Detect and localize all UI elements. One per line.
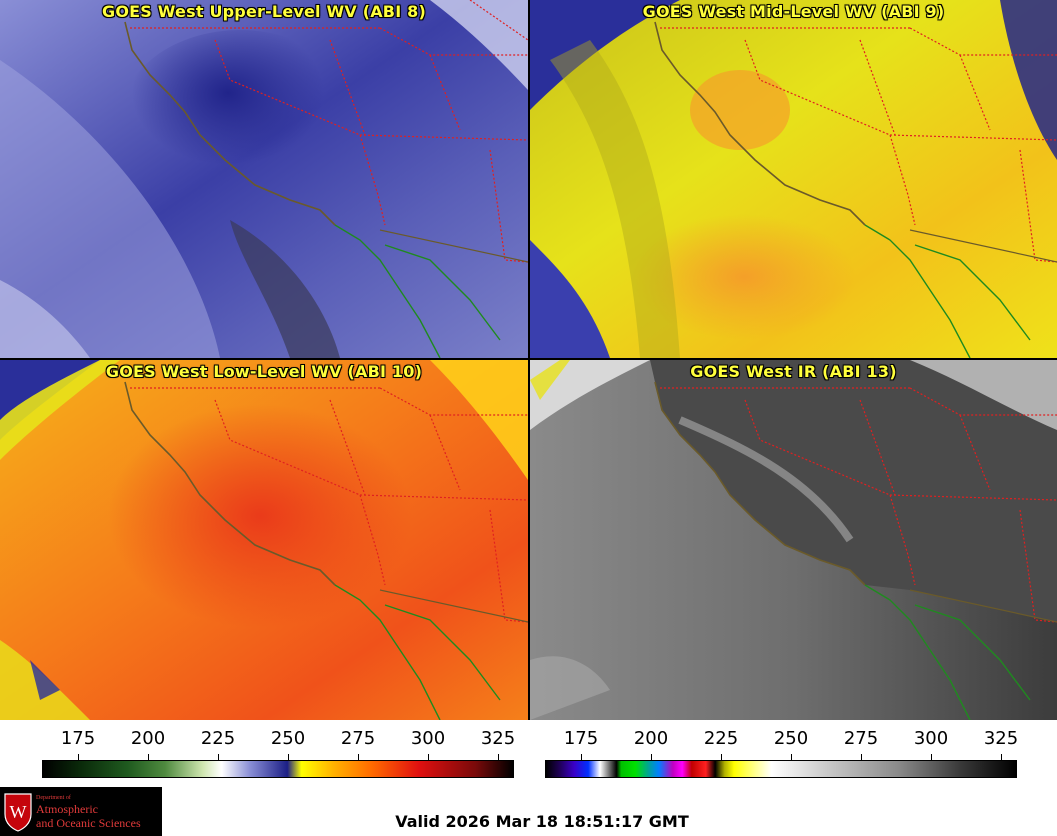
wv-tick-mark <box>218 754 219 760</box>
ir-tick-label: 275 <box>843 728 879 749</box>
wv-tick-label: 275 <box>340 728 376 749</box>
ir-tick-label: 225 <box>703 728 739 749</box>
low-wv-image <box>0 360 528 720</box>
wv-colorbar-ticks: 175 200 225 250 275 300 325 <box>42 728 516 760</box>
panel-divider-vertical <box>528 0 530 720</box>
panel-title: GOES West IR (ABI 13) <box>690 362 897 381</box>
ir-tick-mark <box>931 754 932 760</box>
ir-tick-label: 175 <box>563 728 599 749</box>
ir-colorbar <box>545 760 1017 778</box>
shield-letter: W <box>10 802 27 822</box>
ir-tick-mark <box>581 754 582 760</box>
wv-tick-mark <box>428 754 429 760</box>
panel-title: GOES West Upper-Level WV (ABI 8) <box>102 2 426 21</box>
wv-tick-label: 250 <box>270 728 306 749</box>
logo-text-oceanic: and Oceanic Sciences <box>36 816 141 830</box>
logo-text-atmospheric: Atmospheric <box>36 802 98 816</box>
ir-tick-mark <box>651 754 652 760</box>
ir-tick-label: 300 <box>913 728 949 749</box>
aos-logo: W Department of Atmospheric and Oceanic … <box>0 787 162 836</box>
ir-tick-label: 250 <box>773 728 809 749</box>
panel-ir: GOES West IR (ABI 13) <box>530 360 1057 720</box>
panel-low-level-wv: GOES West Low-Level WV (ABI 10) <box>0 360 528 720</box>
logo-text-department: Department of <box>36 795 71 801</box>
wv-colorbar <box>42 760 514 778</box>
wv-tick-label: 200 <box>130 728 166 749</box>
ir-tick-label: 200 <box>633 728 669 749</box>
wv-tick-mark <box>358 754 359 760</box>
ir-tick-mark <box>721 754 722 760</box>
wv-tick-mark <box>148 754 149 760</box>
ir-tick-mark <box>1001 754 1002 760</box>
panel-divider-horizontal <box>0 358 1057 360</box>
panel-title: GOES West Mid-Level WV (ABI 9) <box>642 2 945 21</box>
panel-mid-level-wv: GOES West Mid-Level WV (ABI 9) <box>530 0 1057 358</box>
panel-title: GOES West Low-Level WV (ABI 10) <box>105 362 423 381</box>
upper-wv-image <box>0 0 528 358</box>
wv-tick-label: 225 <box>200 728 236 749</box>
wv-tick-mark <box>498 754 499 760</box>
panel-upper-level-wv: GOES West Upper-Level WV (ABI 8) <box>0 0 528 358</box>
wv-tick-label: 300 <box>410 728 446 749</box>
ir-tick-mark <box>791 754 792 760</box>
ir-colorbar-ticks: 175 200 225 250 275 300 325 <box>545 728 1019 760</box>
uw-shield-icon: W <box>4 793 32 832</box>
wv-tick-label: 175 <box>60 728 96 749</box>
ir-tick-label: 325 <box>983 728 1019 749</box>
mid-wv-image <box>530 0 1057 358</box>
valid-time: Valid 2026 Mar 18 18:51:17 GMT <box>395 812 689 831</box>
wv-tick-mark <box>78 754 79 760</box>
ir-image <box>530 360 1057 720</box>
ir-tick-mark <box>861 754 862 760</box>
wv-tick-label: 325 <box>480 728 516 749</box>
wv-tick-mark <box>288 754 289 760</box>
